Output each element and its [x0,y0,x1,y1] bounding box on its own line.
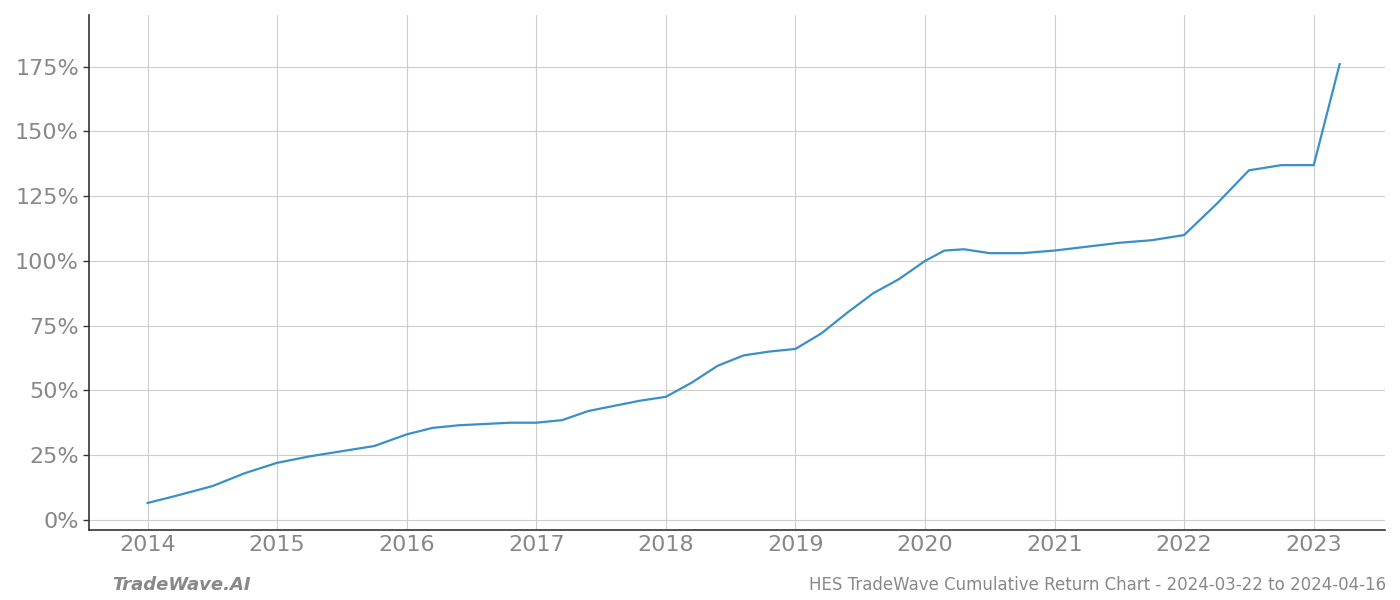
Text: HES TradeWave Cumulative Return Chart - 2024-03-22 to 2024-04-16: HES TradeWave Cumulative Return Chart - … [809,576,1386,594]
Text: TradeWave.AI: TradeWave.AI [112,576,251,594]
